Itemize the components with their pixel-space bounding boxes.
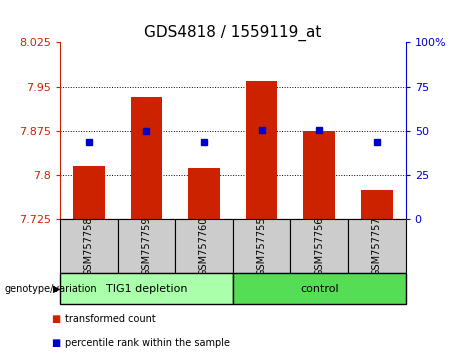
Bar: [233, 273, 406, 304]
Text: GSM757757: GSM757757: [372, 216, 382, 276]
Bar: [118, 219, 175, 273]
Text: GSM757758: GSM757758: [84, 216, 94, 276]
Text: GSM757755: GSM757755: [257, 216, 266, 276]
Bar: [303, 131, 335, 219]
Bar: [130, 97, 162, 219]
Bar: [60, 273, 233, 304]
Bar: [246, 81, 278, 219]
Text: GSM757759: GSM757759: [142, 216, 151, 276]
Text: GSM757756: GSM757756: [314, 216, 324, 276]
Text: transformed count: transformed count: [65, 314, 155, 324]
Bar: [175, 219, 233, 273]
Text: genotype/variation: genotype/variation: [5, 284, 97, 293]
Bar: [60, 219, 118, 273]
Bar: [290, 219, 348, 273]
Bar: [188, 168, 220, 219]
Text: TIG1 depletion: TIG1 depletion: [106, 284, 187, 293]
Text: ▶: ▶: [53, 284, 60, 293]
Bar: [361, 190, 393, 219]
Bar: [233, 219, 290, 273]
Bar: [73, 166, 105, 219]
Text: GSM757760: GSM757760: [199, 216, 209, 276]
Title: GDS4818 / 1559119_at: GDS4818 / 1559119_at: [144, 25, 321, 41]
Text: ■: ■: [51, 338, 60, 348]
Text: percentile rank within the sample: percentile rank within the sample: [65, 338, 230, 348]
Bar: [348, 219, 406, 273]
Text: control: control: [300, 284, 338, 293]
Text: ■: ■: [51, 314, 60, 324]
